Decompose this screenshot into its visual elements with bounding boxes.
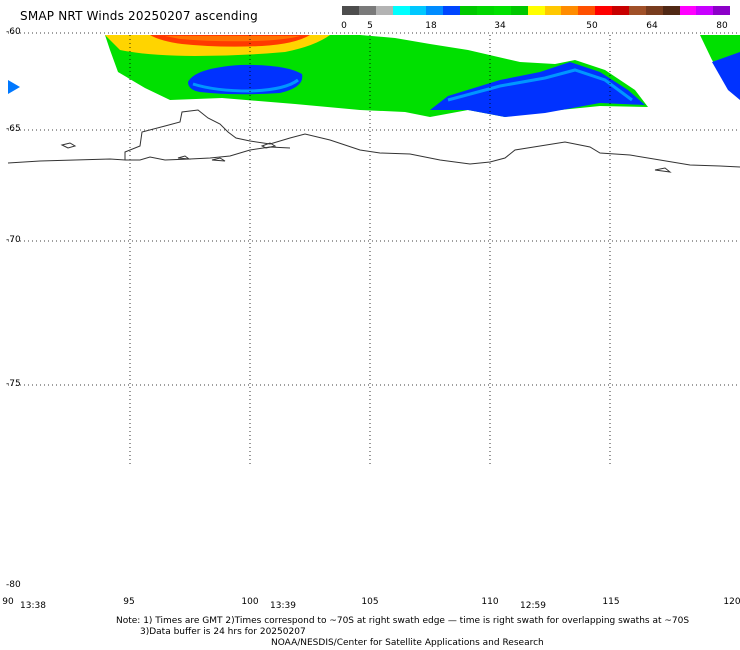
lat-label: -80 xyxy=(6,580,21,590)
colorbar-tick: 18 xyxy=(425,21,437,31)
colorbar-swatch xyxy=(342,6,359,15)
colorbar-swatch xyxy=(645,6,663,15)
colorbar-swatch xyxy=(460,6,477,15)
colorbar-swatch xyxy=(409,6,427,15)
lon-label: 90 xyxy=(2,597,14,607)
colorbar-swatch xyxy=(510,6,528,15)
colorbar-swatch xyxy=(662,6,680,15)
colorbar-swatch xyxy=(561,6,579,15)
lon-label: 120 xyxy=(723,597,740,607)
colorbar-swatch xyxy=(443,6,461,15)
lon-label: 100 xyxy=(241,597,259,607)
colorbar-swatch xyxy=(544,6,562,15)
colorbar-tick: 0 xyxy=(341,21,347,31)
colorbar-swatch xyxy=(679,6,697,15)
colorbar-tick: 34 xyxy=(494,21,506,31)
colorbar-swatch xyxy=(426,6,444,15)
wind-spot-left-edge xyxy=(8,80,20,94)
colorbar-swatch xyxy=(358,6,376,15)
colorbar-swatch xyxy=(595,6,612,15)
lon-label: 115 xyxy=(602,597,620,607)
lon-label: 110 xyxy=(481,597,499,607)
lat-label: -75 xyxy=(6,379,21,389)
swath-time: 13:39 xyxy=(270,601,296,611)
lon-label: 105 xyxy=(361,597,379,607)
colorbar-swatch xyxy=(493,6,511,15)
wind-low-edge-right xyxy=(447,68,633,102)
colorbar-swatch xyxy=(696,6,714,15)
colorbar-swatch xyxy=(527,6,545,15)
wind-orange-band xyxy=(165,36,300,42)
colorbar-tick: 64 xyxy=(646,21,658,31)
colorbar-tick: 5 xyxy=(367,21,373,31)
wind-speed-colorbar xyxy=(342,6,731,15)
colorbar-swatch xyxy=(578,6,596,15)
colorbar-swatch xyxy=(612,6,629,15)
footer-note-line1: Note: 1) Times are GMT 2)Times correspon… xyxy=(116,616,690,626)
page-title: SMAP NRT Winds 20250207 ascending xyxy=(20,9,258,23)
footer-note-line2: 3)Data buffer is 24 hrs for 20250207 xyxy=(140,627,306,637)
wind-low-region xyxy=(188,64,303,95)
colorbar-swatch xyxy=(628,6,646,15)
lat-label: -60 xyxy=(6,27,21,37)
colorbar-swatch xyxy=(392,6,410,15)
antarctic-coastline xyxy=(7,109,740,173)
swath-time: 12:59 xyxy=(520,601,546,611)
colorbar-tick: 80 xyxy=(716,21,728,31)
footer-credit: NOAA/NESDIS/Center for Satellite Applica… xyxy=(271,638,544,648)
colorbar-swatch xyxy=(477,6,494,15)
colorbar-swatch xyxy=(713,6,731,15)
colorbar-swatch xyxy=(375,6,393,15)
lat-label: -65 xyxy=(6,124,21,134)
lat-label: -70 xyxy=(6,235,21,245)
wind-low-region-far-right xyxy=(712,52,740,100)
lon-label: 95 xyxy=(123,597,135,607)
swath-time: 13:38 xyxy=(20,601,46,611)
colorbar-tick: 50 xyxy=(586,21,598,31)
